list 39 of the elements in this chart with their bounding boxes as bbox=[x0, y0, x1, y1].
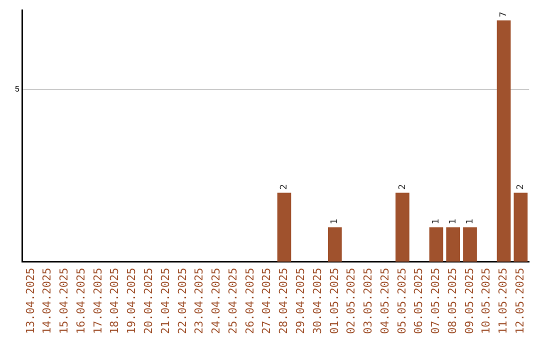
data-label: 1 bbox=[448, 218, 458, 224]
x-tick-label: 09.05.2025 bbox=[462, 268, 476, 334]
data-label: 1 bbox=[330, 218, 340, 224]
x-tick-label: 03.05.2025 bbox=[362, 268, 375, 334]
x-tick-label: 25.04.2025 bbox=[226, 268, 240, 334]
data-label: 2 bbox=[516, 184, 526, 190]
data-label: 7 bbox=[499, 12, 510, 18]
x-tick-label: 19.04.2025 bbox=[125, 268, 138, 334]
x-tick-label: 13.04.2025 bbox=[24, 268, 37, 334]
data-label: 2 bbox=[398, 184, 408, 190]
x-tick-label: 18.04.2025 bbox=[108, 268, 122, 334]
x-tick-label: 11.05.2025 bbox=[496, 268, 510, 334]
x-tick-label: 30.04.2025 bbox=[310, 268, 324, 334]
x-tick-label: 29.04.2025 bbox=[294, 268, 307, 334]
x-tick-label: 20.04.2025 bbox=[142, 268, 155, 334]
x-tick-label: 22.04.2025 bbox=[176, 268, 189, 334]
x-tick-label: 27.04.2025 bbox=[260, 268, 274, 334]
x-tick-label: 28.04.2025 bbox=[277, 268, 290, 334]
x-tick-label: 24.04.2025 bbox=[210, 268, 223, 334]
x-tick-label: 14.04.2025 bbox=[40, 268, 54, 334]
x-tick-label: 21.04.2025 bbox=[158, 268, 172, 334]
x-tick-label: 17.04.2025 bbox=[91, 268, 104, 334]
x-tick-label: 16.04.2025 bbox=[74, 268, 88, 334]
data-label: 1 bbox=[465, 218, 476, 224]
x-tick-label: 12.05.2025 bbox=[514, 268, 527, 334]
x-tick-label: 06.05.2025 bbox=[412, 268, 426, 334]
x-tick-label: 23.04.2025 bbox=[192, 268, 206, 334]
x-tick-label: 02.05.2025 bbox=[344, 268, 358, 334]
x-tick-label: 01.05.2025 bbox=[328, 268, 341, 334]
x-tick-label: 05.05.2025 bbox=[395, 268, 408, 334]
data-label: 2 bbox=[280, 184, 290, 190]
x-tick-label: 15.04.2025 bbox=[58, 268, 71, 334]
x-tick-label: 08.05.2025 bbox=[446, 268, 459, 334]
x-tick-label: 10.05.2025 bbox=[480, 268, 493, 334]
x-tick-label: 07.05.2025 bbox=[429, 268, 442, 334]
x-tick-label: 04.05.2025 bbox=[378, 268, 392, 334]
x-tick-label: 26.04.2025 bbox=[243, 268, 256, 334]
y-tick-label: 5 bbox=[14, 84, 20, 94]
data-label: 1 bbox=[432, 218, 442, 224]
